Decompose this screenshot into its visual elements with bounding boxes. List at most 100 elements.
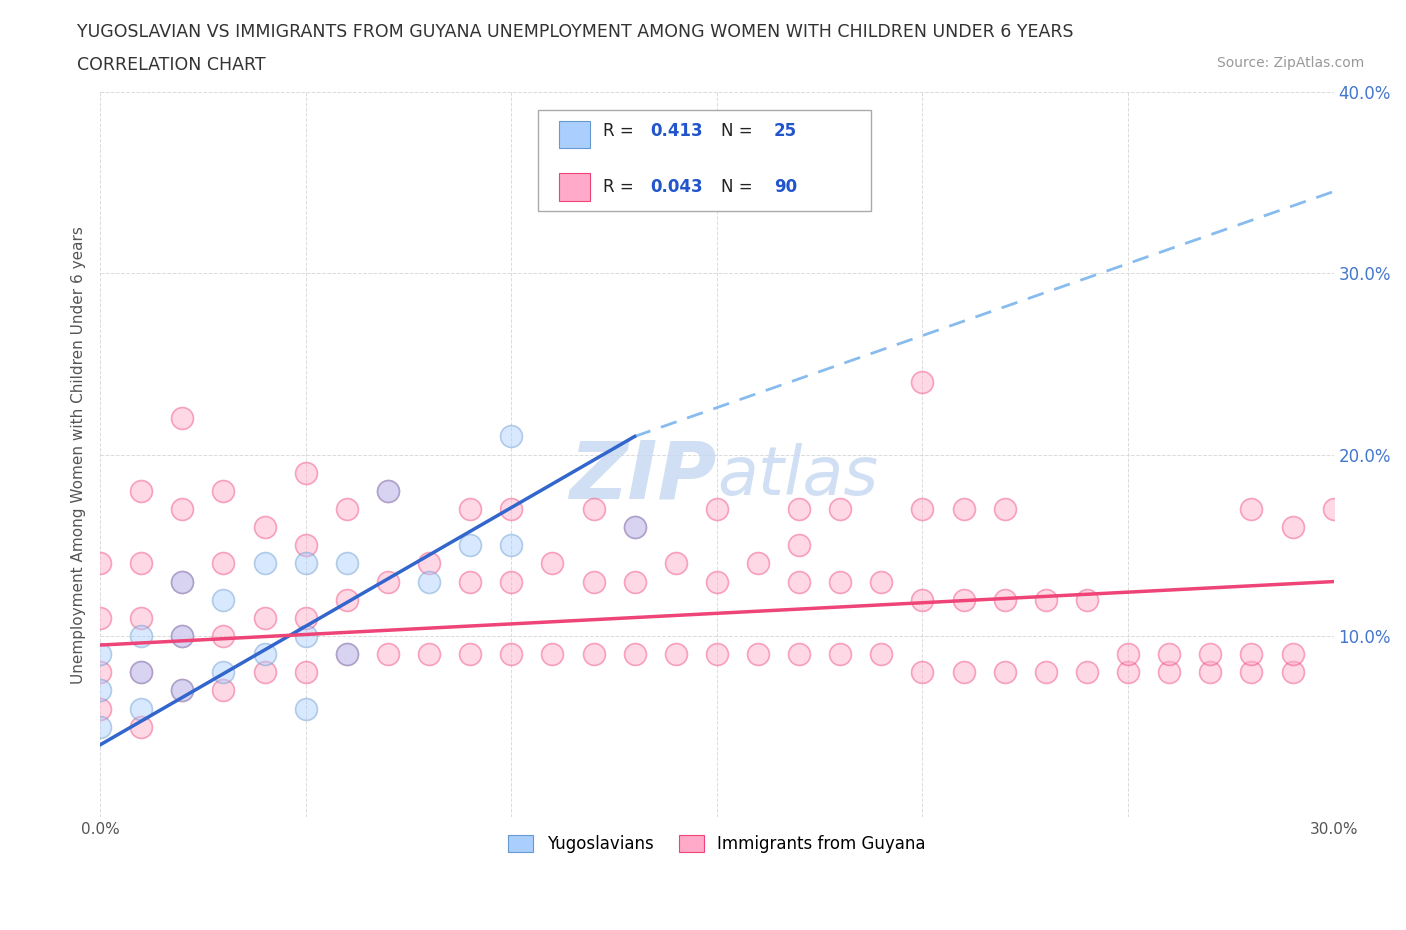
Immigrants from Guyana [212, 683, 235, 698]
Immigrants from Guyana [501, 574, 523, 589]
Immigrants from Guyana [89, 610, 111, 625]
Immigrants from Guyana [1199, 646, 1222, 661]
Immigrants from Guyana [294, 538, 316, 552]
Yugoslavians [1240, 48, 1263, 63]
Immigrants from Guyana [172, 574, 194, 589]
Immigrants from Guyana [1159, 665, 1181, 680]
Immigrants from Guyana [830, 574, 852, 589]
Immigrants from Guyana [1035, 592, 1057, 607]
Immigrants from Guyana [1323, 501, 1346, 516]
Yugoslavians [89, 646, 111, 661]
Immigrants from Guyana [582, 646, 605, 661]
Immigrants from Guyana [336, 592, 359, 607]
Immigrants from Guyana [787, 501, 810, 516]
Yugoslavians [172, 629, 194, 644]
Immigrants from Guyana [911, 375, 934, 390]
Immigrants from Guyana [1116, 665, 1139, 680]
Text: 25: 25 [773, 122, 797, 140]
Yugoslavians [253, 646, 276, 661]
Immigrants from Guyana [1281, 646, 1303, 661]
Immigrants from Guyana [129, 610, 152, 625]
Text: R =: R = [603, 178, 640, 196]
Immigrants from Guyana [706, 574, 728, 589]
FancyBboxPatch shape [560, 173, 591, 201]
Immigrants from Guyana [336, 646, 359, 661]
Immigrants from Guyana [830, 646, 852, 661]
Text: 0.413: 0.413 [650, 122, 703, 140]
Text: 90: 90 [773, 178, 797, 196]
Immigrants from Guyana [501, 646, 523, 661]
Immigrants from Guyana [1281, 665, 1303, 680]
Immigrants from Guyana [89, 701, 111, 716]
Yugoslavians [458, 538, 481, 552]
Immigrants from Guyana [994, 665, 1017, 680]
Text: N =: N = [721, 122, 758, 140]
Yugoslavians [212, 592, 235, 607]
Immigrants from Guyana [1240, 665, 1263, 680]
Yugoslavians [212, 665, 235, 680]
Immigrants from Guyana [1076, 665, 1098, 680]
Immigrants from Guyana [1199, 665, 1222, 680]
Immigrants from Guyana [129, 719, 152, 734]
Immigrants from Guyana [541, 646, 564, 661]
Yugoslavians [336, 646, 359, 661]
Immigrants from Guyana [377, 646, 399, 661]
Y-axis label: Unemployment Among Women with Children Under 6 years: Unemployment Among Women with Children U… [72, 226, 86, 684]
Immigrants from Guyana [129, 484, 152, 498]
Immigrants from Guyana [911, 592, 934, 607]
Yugoslavians [501, 538, 523, 552]
Immigrants from Guyana [994, 501, 1017, 516]
Immigrants from Guyana [253, 610, 276, 625]
Immigrants from Guyana [1281, 520, 1303, 535]
Yugoslavians [294, 556, 316, 571]
Immigrants from Guyana [623, 520, 645, 535]
Yugoslavians [89, 719, 111, 734]
Yugoslavians [336, 556, 359, 571]
Immigrants from Guyana [1076, 592, 1098, 607]
Immigrants from Guyana [541, 556, 564, 571]
Text: YUGOSLAVIAN VS IMMIGRANTS FROM GUYANA UNEMPLOYMENT AMONG WOMEN WITH CHILDREN UND: YUGOSLAVIAN VS IMMIGRANTS FROM GUYANA UN… [77, 23, 1074, 41]
Yugoslavians [418, 574, 440, 589]
Legend: Yugoslavians, Immigrants from Guyana: Yugoslavians, Immigrants from Guyana [502, 829, 932, 860]
Immigrants from Guyana [212, 556, 235, 571]
Immigrants from Guyana [623, 646, 645, 661]
Immigrants from Guyana [665, 646, 688, 661]
Immigrants from Guyana [172, 501, 194, 516]
Immigrants from Guyana [787, 574, 810, 589]
Yugoslavians [253, 556, 276, 571]
Yugoslavians [172, 683, 194, 698]
Immigrants from Guyana [172, 411, 194, 426]
Immigrants from Guyana [706, 501, 728, 516]
Immigrants from Guyana [418, 646, 440, 661]
Immigrants from Guyana [294, 610, 316, 625]
Immigrants from Guyana [129, 665, 152, 680]
Yugoslavians [377, 484, 399, 498]
Text: ZIP: ZIP [569, 437, 717, 515]
Immigrants from Guyana [89, 556, 111, 571]
Immigrants from Guyana [911, 665, 934, 680]
Yugoslavians [129, 629, 152, 644]
Immigrants from Guyana [418, 556, 440, 571]
Immigrants from Guyana [952, 592, 974, 607]
Immigrants from Guyana [706, 646, 728, 661]
FancyBboxPatch shape [560, 121, 591, 149]
Text: N =: N = [721, 178, 758, 196]
Immigrants from Guyana [129, 556, 152, 571]
Yugoslavians [623, 520, 645, 535]
Text: Source: ZipAtlas.com: Source: ZipAtlas.com [1216, 56, 1364, 70]
Immigrants from Guyana [952, 665, 974, 680]
Immigrants from Guyana [747, 646, 769, 661]
Immigrants from Guyana [747, 556, 769, 571]
Immigrants from Guyana [623, 574, 645, 589]
Immigrants from Guyana [458, 501, 481, 516]
Immigrants from Guyana [458, 646, 481, 661]
Immigrants from Guyana [665, 556, 688, 571]
Immigrants from Guyana [911, 501, 934, 516]
Yugoslavians [89, 683, 111, 698]
Immigrants from Guyana [952, 501, 974, 516]
Text: CORRELATION CHART: CORRELATION CHART [77, 56, 266, 73]
Immigrants from Guyana [1116, 646, 1139, 661]
Text: atlas: atlas [717, 444, 877, 510]
Yugoslavians [129, 665, 152, 680]
Immigrants from Guyana [172, 683, 194, 698]
